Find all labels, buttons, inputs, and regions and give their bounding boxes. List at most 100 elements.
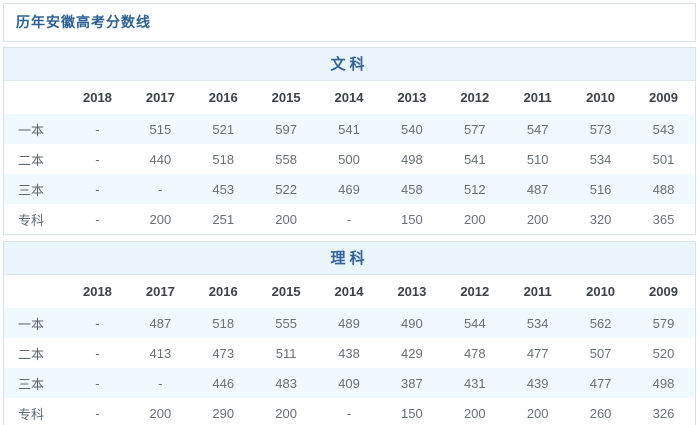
score-cell: 489 xyxy=(338,315,360,331)
row-label: 三本 xyxy=(18,182,45,198)
year-header-row: 2018 2017 2016 2015 2014 2013 2012 2011 2010 2009 xyxy=(4,81,695,114)
table-row: 二本 - 413 473 511 438 429 478 477 507 520 xyxy=(4,338,695,368)
score-cell: - xyxy=(95,211,100,227)
score-cell: 200 xyxy=(275,405,297,421)
score-cell: 577 xyxy=(463,121,486,137)
score-cell: 458 xyxy=(401,181,423,197)
score-cell: 150 xyxy=(401,405,423,421)
score-cell: 597 xyxy=(275,121,297,137)
score-cell: 200 xyxy=(149,211,172,227)
year-header-cell: 2009 xyxy=(632,81,695,114)
row-label: 专科 xyxy=(18,212,45,228)
score-cell: 365 xyxy=(652,211,675,227)
score-cell: 260 xyxy=(589,405,612,421)
section-title: 文科 xyxy=(4,48,695,81)
score-cell: 150 xyxy=(401,211,423,227)
score-cell: 562 xyxy=(589,315,612,331)
score-cell: 515 xyxy=(149,121,172,137)
score-cell: 579 xyxy=(652,315,675,331)
score-cell: 498 xyxy=(401,151,423,167)
year-header-row: 2018 2017 2016 2015 2014 2013 2012 2011 2010 2009 xyxy=(4,275,695,308)
score-cell: - xyxy=(95,121,100,137)
score-cell: 518 xyxy=(212,151,235,167)
section-card: 理科 2018 2017 2016 2015 2014 2013 2012 2011 2010 20… xyxy=(3,241,696,425)
table-row: 一本 - 515 521 597 541 540 577 547 573 543 xyxy=(4,114,695,144)
year-header-cell: 2015 xyxy=(254,275,318,308)
score-cell: - xyxy=(346,211,352,227)
score-cell: 320 xyxy=(589,211,612,227)
score-cell: 200 xyxy=(149,405,172,421)
score-cell: 446 xyxy=(212,375,235,391)
score-cell: 409 xyxy=(338,375,360,391)
score-cell: 507 xyxy=(589,345,612,361)
year-header-cell: 2018 xyxy=(66,275,129,308)
year-header-cell: 2011 xyxy=(506,275,570,308)
row-label: 二本 xyxy=(18,346,45,362)
score-cell: 540 xyxy=(401,121,423,137)
year-header-cell: 2014 xyxy=(317,81,381,114)
score-cell: 522 xyxy=(275,181,297,197)
page-title: 历年安徽高考分数线 xyxy=(16,14,151,30)
score-cell: 469 xyxy=(338,181,360,197)
year-header-cell: 2018 xyxy=(66,81,129,114)
score-cell: 490 xyxy=(401,315,423,331)
corner-cell xyxy=(4,275,66,308)
score-cell: 534 xyxy=(526,315,549,331)
year-header-cell: 2010 xyxy=(569,81,633,114)
score-cell: 387 xyxy=(401,375,423,391)
score-table: 2018 2017 2016 2015 2014 2013 2012 2011 2010 2009… xyxy=(4,275,695,425)
score-cell: 558 xyxy=(275,151,297,167)
score-cell: 200 xyxy=(463,211,486,227)
score-cell: - xyxy=(158,375,163,391)
year-header-cell: 2012 xyxy=(443,275,507,308)
year-header-cell: 2012 xyxy=(443,81,507,114)
score-cell: - xyxy=(346,405,352,421)
table-row: 一本 - 487 518 555 489 490 544 534 562 579 xyxy=(4,308,695,338)
table-row: 三本 - - 446 483 409 387 431 439 477 498 xyxy=(4,368,695,398)
corner-cell xyxy=(4,81,66,114)
score-cell: 487 xyxy=(526,181,549,197)
score-cell: 438 xyxy=(338,345,360,361)
year-header-cell: 2015 xyxy=(254,81,318,114)
score-cell: 500 xyxy=(338,151,360,167)
year-header-cell: 2009 xyxy=(632,275,695,308)
score-cell: 429 xyxy=(401,345,423,361)
score-cell: 501 xyxy=(652,151,675,167)
year-header-cell: 2013 xyxy=(380,275,444,308)
score-cell: 543 xyxy=(652,121,675,137)
score-cell: 534 xyxy=(589,151,612,167)
score-cell: 478 xyxy=(463,345,486,361)
score-cell: 541 xyxy=(338,121,360,137)
score-cell: 200 xyxy=(526,211,549,227)
score-cell: 541 xyxy=(463,151,486,167)
year-header-cell: 2011 xyxy=(506,81,570,114)
score-cell: - xyxy=(95,181,100,197)
score-cell: 512 xyxy=(463,181,486,197)
score-cell: 290 xyxy=(212,405,235,421)
row-label: 三本 xyxy=(18,376,45,392)
score-cell: 477 xyxy=(589,375,612,391)
year-header-cell: 2017 xyxy=(128,275,192,308)
score-cell: 511 xyxy=(275,345,297,361)
score-cell: 573 xyxy=(589,121,612,137)
year-header-cell: 2013 xyxy=(380,81,444,114)
table-row: 三本 - - 453 522 469 458 512 487 516 488 xyxy=(4,174,695,204)
score-cell: - xyxy=(95,345,100,361)
year-header-cell: 2016 xyxy=(191,81,255,114)
year-header-cell: 2017 xyxy=(128,81,192,114)
score-cell: 477 xyxy=(526,345,549,361)
table-row: 专科 - 200 251 200 - 150 200 200 320 365 xyxy=(4,204,695,234)
score-cell: - xyxy=(95,375,100,391)
score-cell: 555 xyxy=(275,315,297,331)
score-cell: 521 xyxy=(212,121,235,137)
score-cell: 326 xyxy=(652,405,675,421)
row-label: 专科 xyxy=(18,406,45,422)
score-cell: 200 xyxy=(463,405,486,421)
score-cell: 488 xyxy=(652,181,675,197)
score-cell: 547 xyxy=(526,121,549,137)
year-header-cell: 2014 xyxy=(317,275,381,308)
year-header-cell: 2016 xyxy=(191,275,255,308)
score-cell: 440 xyxy=(149,151,172,167)
score-cell: 510 xyxy=(526,151,549,167)
year-header-cell: 2010 xyxy=(569,275,633,308)
